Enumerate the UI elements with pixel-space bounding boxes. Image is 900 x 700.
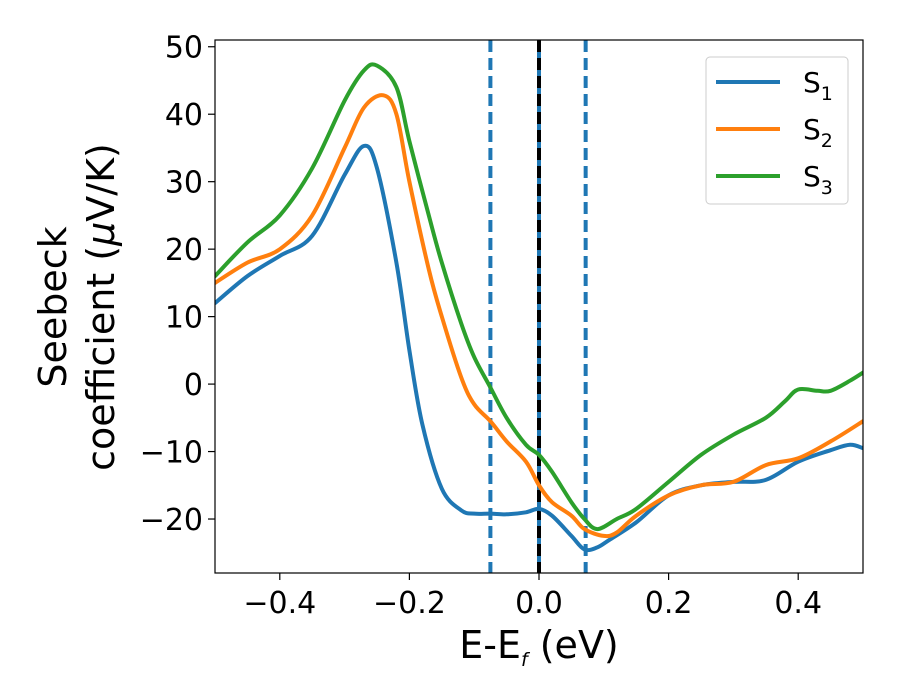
y-axis-label: Seebeck coefficient (μV/K) bbox=[31, 143, 123, 471]
legend: S1 S2 S3 bbox=[705, 56, 849, 205]
y-tick-label: 40 bbox=[165, 98, 203, 133]
legend-label-s3: S3 bbox=[803, 160, 833, 199]
y-axis-label-line1: Seebeck bbox=[31, 226, 75, 387]
x-axis-label: E-Ef (eV) bbox=[459, 623, 619, 671]
x-tick-label: 0.4 bbox=[774, 586, 822, 621]
y-tick-label: 10 bbox=[165, 301, 203, 336]
series-line-s2 bbox=[215, 93, 863, 539]
y-axis-label-line2: coefficient (μV/K) bbox=[79, 143, 123, 471]
y-tick-label: −20 bbox=[140, 503, 203, 538]
x-axis-ticks: −0.4 −0.2 0.0 0.2 0.4 bbox=[243, 573, 822, 621]
legend-label-s1: S1 bbox=[803, 66, 833, 105]
y-tick-label: 50 bbox=[165, 31, 203, 66]
y-tick-label: 30 bbox=[165, 166, 203, 201]
reference-lines bbox=[488, 40, 588, 573]
x-tick-label: −0.2 bbox=[373, 586, 446, 621]
x-tick-label: 0.0 bbox=[515, 586, 563, 621]
y-tick-label: −10 bbox=[140, 436, 203, 471]
y-tick-label: 0 bbox=[184, 368, 203, 403]
x-tick-label: −0.4 bbox=[243, 586, 316, 621]
y-tick-label: 20 bbox=[165, 233, 203, 268]
series-lines bbox=[215, 62, 863, 553]
x-tick-label: 0.2 bbox=[645, 586, 693, 621]
y-axis-ticks: −20 −10 0 10 20 30 40 50 bbox=[140, 31, 215, 538]
legend-label-s2: S2 bbox=[803, 113, 833, 152]
series-line-s3 bbox=[215, 62, 863, 532]
